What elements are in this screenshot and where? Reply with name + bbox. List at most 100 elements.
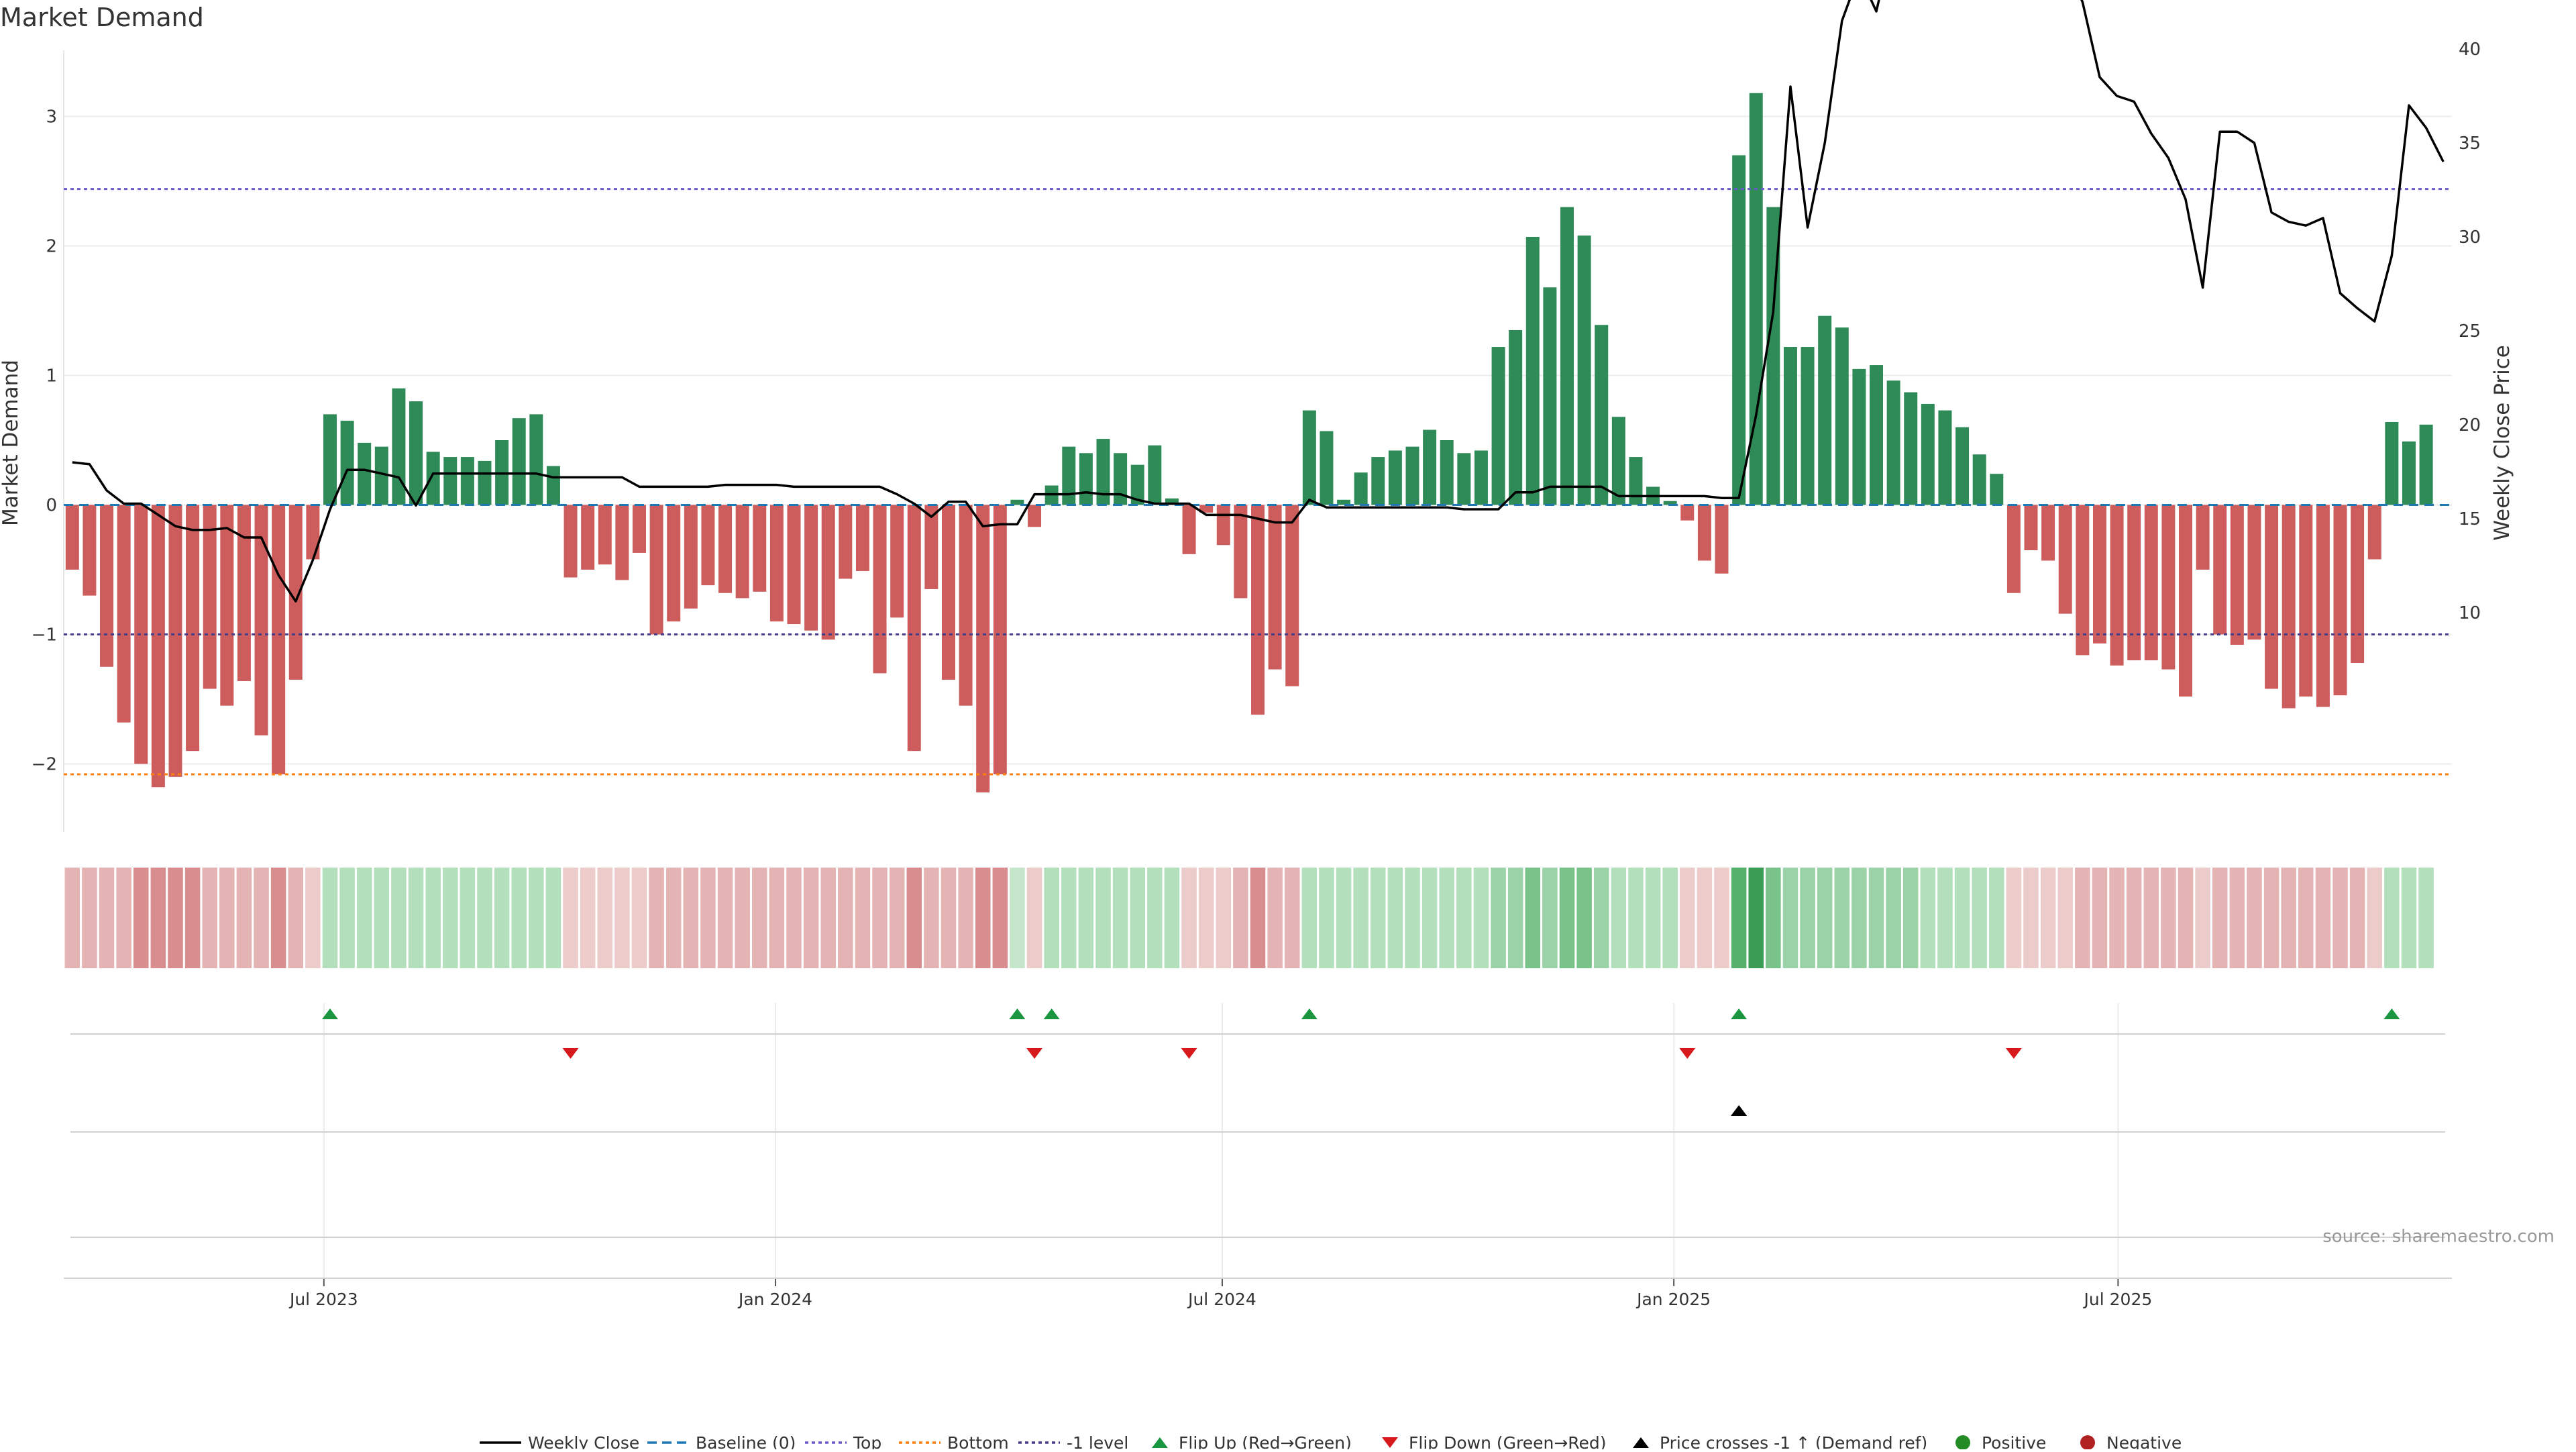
y-axis-label: Market Demand [0,360,23,526]
demand-bar [1663,501,1677,505]
demand-bar [942,505,955,680]
demand-bar [237,505,251,681]
demand-bar [1405,446,1419,505]
heat-cell [2023,868,2039,968]
heat-cell [1387,868,1403,968]
flip-up-marker [1009,1008,1026,1019]
demand-bar [907,505,921,751]
heat-cell [2263,868,2279,968]
heat-cell [1233,868,1248,968]
demand-bar [735,505,749,599]
demand-bar [1268,505,1282,670]
heat-cell [1164,868,1180,968]
heat-cell [116,868,131,968]
heat-cell [769,868,785,968]
flip-up-marker [321,1008,338,1019]
demand-bar [2076,505,2090,656]
heat-cell [1044,868,1059,968]
legend-label: Positive [1982,1433,2046,1449]
demand-bar [1354,472,1368,505]
demand-bar [1010,499,1024,505]
heat-cell [2040,868,2056,968]
heat-cell [1662,868,1678,968]
demand-bar [1457,453,1471,505]
heat-cell [2143,868,2159,968]
y-tick-label: −1 [32,625,57,645]
heat-cell [700,868,716,968]
demand-bar [753,505,767,592]
heat-cell [1782,868,1799,968]
heat-cell [1593,868,1609,968]
legend-label: Weekly Close [528,1433,639,1449]
heat-cell [425,868,441,968]
demand-bar [529,414,543,505]
heat-cell [1421,868,1438,968]
demand-bar [1285,505,1299,686]
heat-cell [1353,868,1368,968]
heat-cell [1954,868,1970,968]
y2-tick-label: 30 [2459,227,2481,248]
y-tick-label: 1 [46,366,57,386]
demand-bar [667,505,681,622]
heat-cell [1714,868,1729,968]
heat-cell [1851,868,1867,968]
heat-cell [735,868,750,968]
heat-cell [1645,868,1661,968]
heat-cell [64,868,80,968]
heat-cell [786,868,802,968]
demand-bar [460,457,474,505]
y-tick-label: 0 [46,496,57,516]
heat-cell [99,868,115,968]
heat-cell [2349,868,2365,968]
heat-cell [1336,868,1352,968]
demand-bar [151,505,165,788]
heat-cell [820,868,836,968]
heat-cell [133,868,149,968]
heat-cell [1301,868,1318,968]
demand-bar [2024,505,2038,551]
heat-cell [270,868,286,968]
demand-bar [2333,505,2347,696]
heat-cell [1216,868,1232,968]
demand-bar [374,446,388,505]
heat-cell [2212,868,2228,968]
weekly-close-line [72,0,2445,603]
y2-tick-label: 35 [2459,134,2481,154]
demand-bar [2282,505,2296,709]
demand-bar [924,505,938,589]
demand-bar [2058,505,2072,614]
heat-cell [665,868,682,968]
demand-bar [2316,505,2330,707]
demand-bar [1216,505,1230,546]
heat-cell [2195,868,2210,968]
demand-bar [993,505,1007,774]
demand-bar [443,457,458,505]
demand-bar [134,505,148,764]
demand-bar [1251,505,1265,715]
legend-swatch [2080,1435,2095,1450]
legend-label: Baseline (0) [696,1433,796,1449]
heat-cell [2161,868,2176,968]
legend-label: Negative [2106,1433,2182,1449]
x-tick-label: Jul 2025 [2083,1290,2153,1309]
heat-cell [391,868,407,968]
demand-bar [1680,505,1695,521]
demand-bar [1199,505,1214,513]
demand-bar [1096,439,1110,505]
demand-bar [1062,446,1076,505]
heat-cell [494,868,510,968]
demand-bar [1543,287,1557,505]
heat-cell [1198,868,1214,968]
heat-cell [1576,868,1592,968]
legend-swatch [1633,1437,1649,1448]
demand-bar [632,505,646,553]
heat-cell [1491,868,1506,968]
demand-bar [1423,429,1437,505]
demand-bar [288,505,303,680]
heat-cell [219,868,235,968]
demand-bar [2351,505,2365,663]
heat-cell [2281,868,2296,968]
demand-bar [168,505,182,777]
demand-bar [1148,445,1162,505]
